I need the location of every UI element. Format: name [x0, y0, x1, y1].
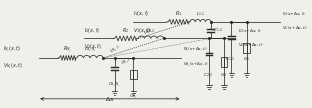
Text: $I_{N_c}(x{+}\Delta x, t)$: $I_{N_c}(x{+}\Delta x, t)$	[183, 46, 208, 54]
Text: $L_{2,2}$: $L_{2,2}$	[146, 27, 156, 35]
Text: $V_1(x, t)$: $V_1(x, t)$	[134, 26, 152, 35]
Text: $I_{N_c}(x, t)$: $I_{N_c}(x, t)$	[3, 44, 22, 54]
Text: $V_1(x{+}\Delta x, t)$: $V_1(x{+}\Delta x, t)$	[282, 25, 308, 32]
Text: $L_{N_c,2}$: $L_{N_c,2}$	[109, 44, 122, 56]
Text: $I_2(x{+}\Delta x, t)$: $I_2(x{+}\Delta x, t)$	[238, 27, 262, 35]
Text: $L_{2,2}$: $L_{2,2}$	[143, 27, 154, 37]
Text: $C_{1,2}$: $C_{1,2}$	[213, 26, 223, 34]
Text: $R_{N_c}$: $R_{N_c}$	[63, 44, 72, 54]
Text: $I_1(x{+}\Delta x, t)$: $I_1(x{+}\Delta x, t)$	[282, 10, 307, 18]
Text: $\Delta x$: $\Delta x$	[105, 95, 115, 103]
Text: $L_{1,1}$: $L_{1,1}$	[196, 10, 205, 18]
Text: $C_{N_c,2}$: $C_{N_c,2}$	[120, 55, 134, 68]
Text: $G_{N_c}$: $G_{N_c}$	[129, 93, 138, 101]
Text: $C_{2,2}$: $C_{2,2}$	[203, 71, 213, 79]
Text: $V_2(x, t)$: $V_2(x, t)$	[84, 42, 103, 51]
Text: $L_{N_c,N_c}$: $L_{N_c,N_c}$	[84, 46, 96, 54]
Text: $C_{N_c,N_c}$: $C_{N_c,N_c}$	[108, 81, 121, 89]
Bar	[130, 70, 137, 79]
Bar	[243, 43, 250, 52]
Text: $R_1$: $R_1$	[175, 9, 182, 18]
Text: $V_{N_c}(x, t)$: $V_{N_c}(x, t)$	[3, 62, 23, 71]
Text: $V_2(x{+}\Delta x, t)$: $V_2(x{+}\Delta x, t)$	[238, 41, 264, 49]
Text: $C_{1,1}$: $C_{1,1}$	[226, 55, 236, 63]
Text: $I_2(x, t)$: $I_2(x, t)$	[84, 25, 101, 35]
Bar	[221, 57, 227, 67]
Text: $I_1(x, t)$: $I_1(x, t)$	[134, 9, 150, 18]
Text: $G_2$: $G_2$	[220, 71, 227, 79]
Text: $V_{N_c}(x{+}\Delta x, t)$: $V_{N_c}(x{+}\Delta x, t)$	[183, 61, 209, 69]
Text: $G_1$: $G_1$	[243, 55, 250, 63]
Text: $R_2$: $R_2$	[122, 26, 129, 35]
